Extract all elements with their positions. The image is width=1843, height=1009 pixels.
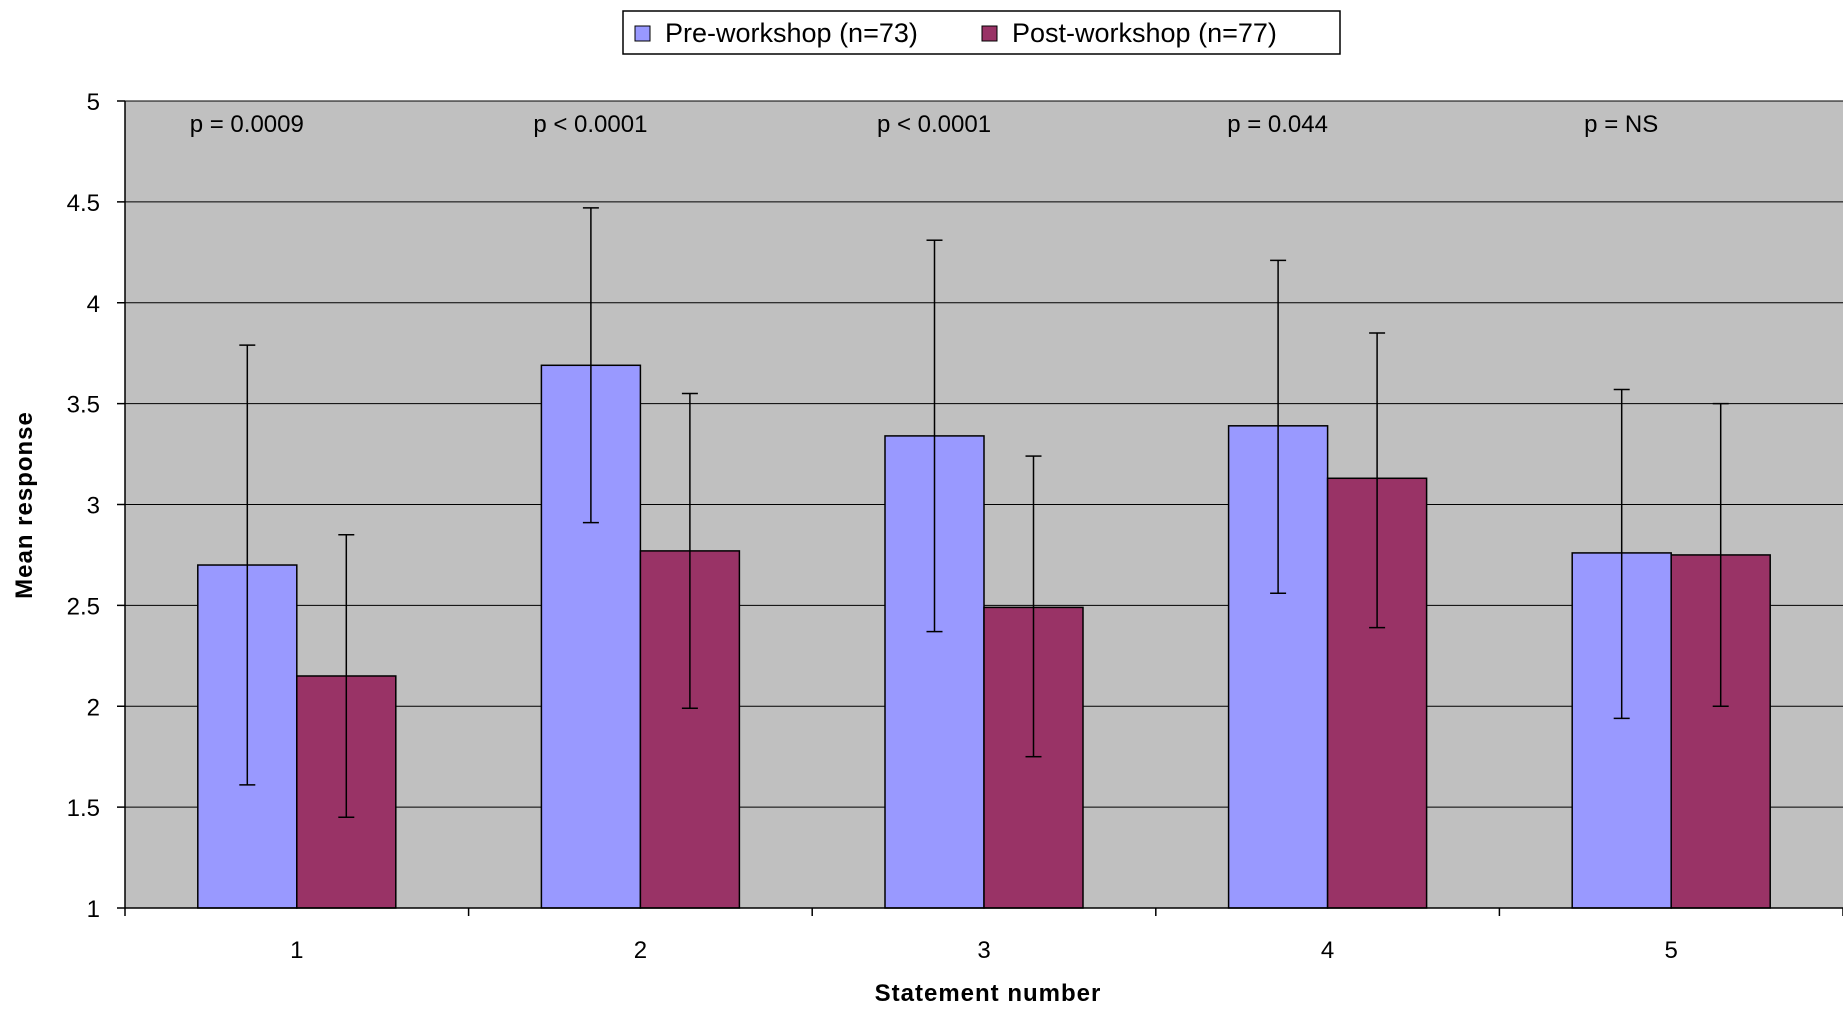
p-value-label: p < 0.0001	[533, 111, 647, 138]
legend-swatch-pre	[634, 25, 651, 42]
y-tick-label: 5	[87, 89, 100, 116]
legend: Pre-workshop (n=73) Post-workshop (n=77)	[622, 10, 1341, 55]
legend-label-pre: Pre-workshop (n=73)	[665, 18, 918, 48]
y-axis-title: Mean response	[11, 411, 38, 599]
y-tick-label: 3	[87, 493, 100, 520]
p-value-label: p = 0.044	[1227, 111, 1328, 138]
x-tick-label: 2	[634, 937, 647, 964]
x-tick-labels: 1 2 3 4 5	[290, 937, 1678, 964]
p-value-label: p < 0.0001	[877, 111, 991, 138]
y-tick-labels: 1 1.5 2 2.5 3 3.5 4 4.5 5	[67, 89, 100, 923]
y-tick-label: 1	[87, 896, 100, 923]
legend-swatch-post	[981, 25, 998, 42]
y-tick-label: 4	[87, 291, 100, 318]
x-tick-label: 5	[1665, 937, 1678, 964]
x-tick-label: 3	[977, 937, 990, 964]
p-value-label: p = NS	[1584, 111, 1658, 138]
x-tick-label: 4	[1321, 937, 1334, 964]
axes	[117, 100, 1843, 916]
error-bars	[239, 207, 1729, 818]
y-tick-label: 1.5	[67, 795, 100, 822]
x-axis-title: Statement number	[875, 980, 1102, 1007]
y-tick-label: 2	[87, 694, 100, 721]
legend-label-post: Post-workshop (n=77)	[1012, 18, 1277, 48]
y-tick-label: 2.5	[67, 593, 100, 620]
y-tick-label: 3.5	[67, 392, 100, 419]
y-tick-label: 4.5	[67, 190, 100, 217]
p-value-annotations: p = 0.0009 p < 0.0001 p < 0.0001 p = 0.044 p…	[190, 111, 1658, 138]
x-tick-label: 1	[290, 937, 303, 964]
p-value-label: p = 0.0009	[190, 111, 304, 138]
